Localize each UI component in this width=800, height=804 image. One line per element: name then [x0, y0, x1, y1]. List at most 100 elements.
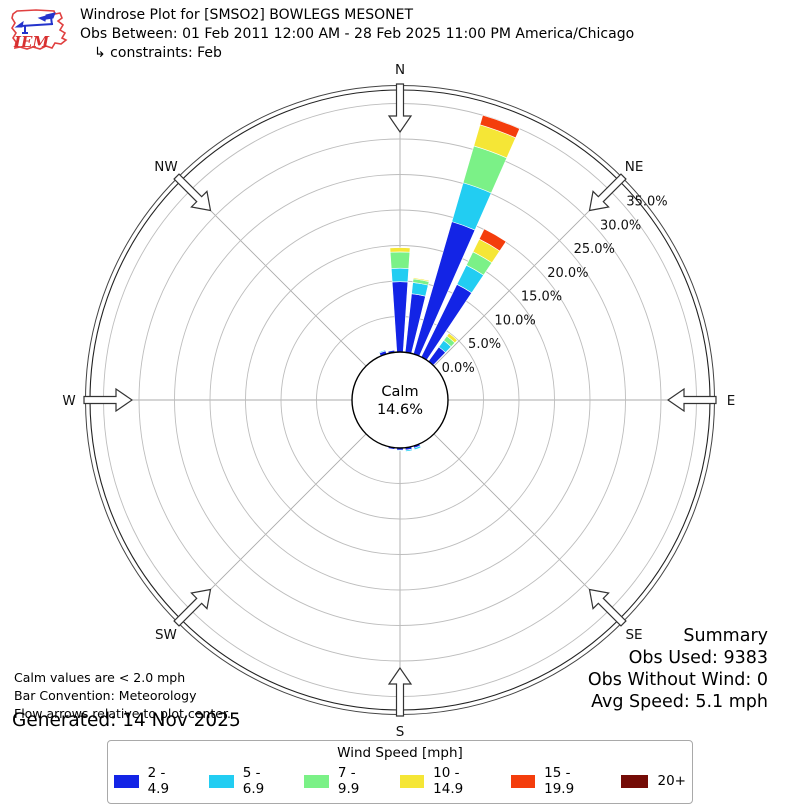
calm-circle — [351, 351, 449, 449]
legend-swatch — [399, 774, 425, 788]
legend-swatch — [621, 774, 649, 788]
legend-label: 7 - 9.9 — [337, 765, 360, 797]
legend-label: 5 - 6.9 — [242, 765, 265, 797]
ring-label: 20.0% — [547, 266, 588, 281]
petal-segment — [389, 251, 411, 269]
ring-label: 10.0% — [494, 313, 535, 328]
compass-label-e: E — [727, 393, 736, 409]
obs-range-subtitle: Obs Between: 01 Feb 2011 12:00 AM - 28 F… — [80, 26, 635, 42]
legend-swatch — [114, 774, 139, 788]
iem-logo-text: IEM — [13, 33, 49, 51]
spoke-line — [433, 433, 620, 620]
ring-label: 5.0% — [468, 337, 501, 352]
legend-item: 10 - 14.9 — [399, 765, 489, 797]
header: Windrose Plot for [SMSO2] BOWLEGS MESONE… — [80, 6, 634, 63]
flow-arrow-icon — [173, 173, 212, 212]
ring-label: 15.0% — [521, 290, 562, 305]
percent-ring — [245, 245, 555, 555]
legend-item: 5 - 6.9 — [209, 765, 282, 797]
petal-segment — [389, 247, 411, 253]
summary-obs-used: Obs Used: 9383 — [628, 648, 768, 668]
legend-item: 2 - 4.9 — [114, 765, 187, 797]
legend-label: 10 - 14.9 — [433, 765, 464, 797]
generated-date: Generated: 14 Nov 2025 — [12, 710, 241, 731]
petal-segment — [479, 114, 521, 139]
legend-item: 15 - 19.9 — [510, 765, 600, 797]
percent-ring — [209, 209, 591, 591]
ring-label: 30.0% — [600, 218, 641, 233]
spoke-line — [433, 180, 620, 367]
summary-obs-without-wind: Obs Without Wind: 0 — [587, 670, 768, 690]
flow-arrow-icon — [588, 588, 627, 627]
legend-swatch — [510, 774, 536, 788]
plot-notes: Calm values are < 2.0 mph Bar Convention… — [14, 669, 231, 723]
flow-arrow-icon — [387, 83, 413, 134]
constraints-subtitle: ↳ constraints: Feb — [94, 45, 222, 61]
calm-note: Calm values are < 2.0 mph — [14, 670, 186, 685]
compass-label-ne: NE — [625, 159, 644, 175]
calm-label: Calm — [381, 384, 418, 400]
spoke-line — [180, 180, 367, 367]
wind-petals — [378, 114, 521, 452]
ring-label: 25.0% — [574, 242, 615, 257]
compass-label-nw: NW — [154, 159, 177, 175]
flow-arrow-icon — [666, 387, 717, 413]
petal-segment — [378, 349, 387, 354]
petal-segment — [412, 277, 430, 283]
plot-title: Windrose Plot for [SMSO2] BOWLEGS MESONE… — [80, 7, 413, 23]
wind-speed-legend: Wind Speed [mph] 2 - 4.9 5 - 6.9 7 - 9.9 10… — [107, 740, 693, 804]
percent-ring — [138, 138, 662, 662]
compass-label-sw: SW — [155, 627, 177, 643]
iem-logo: IEM — [8, 4, 74, 56]
flow-arrows — [83, 83, 717, 717]
summary-block: Summary Obs Used: 9383 Obs Without Wind:… — [588, 625, 768, 713]
flow-arrow-icon — [387, 666, 413, 717]
wind-petal — [404, 277, 430, 354]
wind-petal — [420, 228, 507, 361]
spoke-line — [180, 433, 367, 620]
legend-item: 7 - 9.9 — [304, 765, 377, 797]
compass-label-w: W — [62, 393, 75, 409]
wind-vane-icon — [14, 12, 56, 34]
percent-ring — [174, 174, 626, 626]
iem-logo-graphic: IEM — [11, 9, 68, 51]
legend-title: Wind Speed [mph] — [337, 745, 463, 761]
compass-label-se: SE — [625, 627, 642, 643]
petal-segment — [446, 332, 458, 344]
ring-label: 0.0% — [442, 361, 475, 376]
petal-segment — [413, 445, 422, 451]
wind-petal — [378, 349, 387, 357]
wind-petal — [413, 114, 521, 357]
iowa-outline — [11, 9, 68, 50]
flow-arrow-icon — [588, 173, 627, 212]
summary-avg-speed: Avg Speed: 5.1 mph — [591, 692, 768, 712]
ring-labels: 0.0% 5.0% 10.0% 15.0% 20.0% 25.0% 30.0% 35.0% — [442, 195, 668, 376]
legend-items: 2 - 4.9 5 - 6.9 7 - 9.9 10 - 14.9 15 - 19.9 2… — [108, 765, 692, 797]
compass-label-s: S — [396, 724, 405, 740]
ring-label: 35.0% — [626, 195, 667, 210]
legend-label: 2 - 4.9 — [147, 765, 170, 797]
legend-swatch — [209, 774, 234, 788]
flow-arrow-icon — [83, 387, 134, 413]
petal-segment — [396, 449, 404, 452]
petal-segment — [390, 267, 410, 283]
legend-label: 15 - 19.9 — [544, 765, 575, 797]
wind-petal — [427, 332, 458, 366]
calm-percent: 14.6% — [377, 402, 423, 418]
summary-title: Summary — [683, 626, 768, 646]
petal-segment — [405, 448, 413, 452]
flow-arrows-note: Flow arrows relative to plot center. — [14, 706, 231, 721]
compass-labels: N NE E SE S SW W NW — [62, 62, 735, 740]
bar-convention-note: Bar Convention: Meteorology — [14, 688, 197, 703]
petal-segment — [391, 281, 409, 353]
compass-label-n: N — [395, 62, 405, 78]
flow-arrow-icon — [173, 588, 212, 627]
petal-segment — [478, 228, 507, 252]
radial-gridlines — [90, 90, 710, 710]
legend-swatch — [304, 774, 329, 788]
legend-label: 20+ — [657, 773, 686, 789]
legend-item: 20+ — [621, 773, 686, 789]
